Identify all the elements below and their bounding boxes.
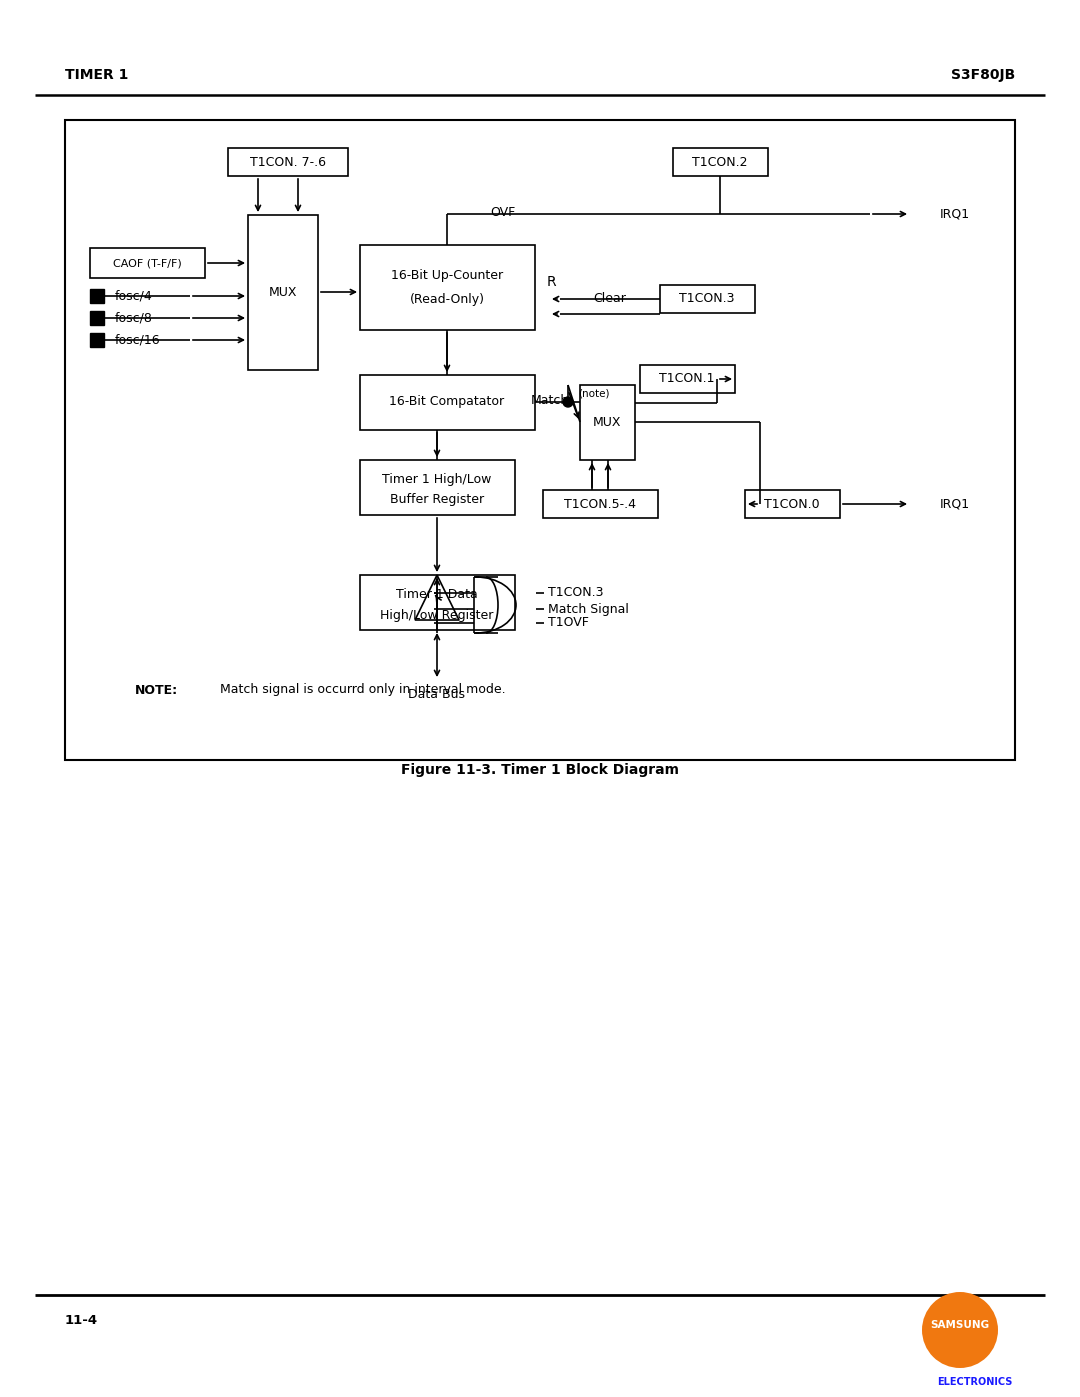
Text: Timer 1 High/Low: Timer 1 High/Low (382, 474, 491, 486)
Text: T1CON.0: T1CON.0 (765, 497, 820, 510)
Text: Data Bus: Data Bus (408, 687, 465, 700)
Bar (360, 576, 515, 630)
Text: Timer 1 Data: Timer 1 Data (396, 588, 477, 602)
Text: T1CON.3: T1CON.3 (548, 587, 604, 599)
Text: ELECTRONICS: ELECTRONICS (937, 1377, 1013, 1387)
Bar (90, 312, 104, 326)
Text: Match Signal: Match Signal (548, 602, 629, 616)
Text: 16-Bit Compatator: 16-Bit Compatator (390, 395, 504, 408)
Bar (660, 285, 755, 313)
Text: T1OVF: T1OVF (548, 616, 589, 630)
Text: fosc/16: fosc/16 (114, 334, 161, 346)
Text: (note): (note) (578, 388, 610, 400)
Text: Match: Match (531, 394, 569, 407)
Bar (580, 386, 635, 460)
Circle shape (563, 397, 573, 407)
Text: OVF: OVF (490, 205, 515, 218)
Text: T1CON.3: T1CON.3 (679, 292, 734, 306)
Bar (90, 332, 104, 346)
Bar (248, 215, 318, 370)
Text: S3F80JB: S3F80JB (950, 68, 1015, 82)
Text: Clear: Clear (594, 292, 626, 306)
Circle shape (922, 1292, 998, 1368)
Bar (90, 289, 104, 303)
Text: T1CON. 7-.6: T1CON. 7-.6 (249, 155, 326, 169)
Text: Figure 11-3. Timer 1 Block Diagram: Figure 11-3. Timer 1 Block Diagram (401, 763, 679, 777)
Text: MUX: MUX (593, 415, 621, 429)
Text: MUX: MUX (269, 285, 297, 299)
Bar (360, 244, 535, 330)
Bar (65, 120, 1015, 760)
Text: IRQ1: IRQ1 (940, 208, 970, 221)
Bar (228, 148, 348, 176)
Text: T1CON.2: T1CON.2 (692, 155, 747, 169)
Bar (90, 249, 205, 278)
Text: CAOF (T-F/F): CAOF (T-F/F) (112, 258, 181, 268)
Text: 11-4: 11-4 (65, 1313, 98, 1327)
Bar (360, 460, 515, 515)
Bar (360, 374, 535, 430)
Text: T1CON.5-.4: T1CON.5-.4 (564, 497, 636, 510)
Text: IRQ1: IRQ1 (940, 497, 970, 510)
Bar (543, 490, 658, 518)
Text: fosc/4: fosc/4 (114, 289, 152, 303)
Text: R: R (546, 275, 556, 289)
Text: NOTE:: NOTE: (135, 683, 178, 697)
Text: (Read-Only): (Read-Only) (409, 293, 485, 306)
Text: SAMSUNG: SAMSUNG (931, 1320, 989, 1330)
Text: Buffer Register: Buffer Register (390, 493, 484, 507)
Bar (745, 490, 840, 518)
Text: TIMER 1: TIMER 1 (65, 68, 129, 82)
Text: fosc/8: fosc/8 (114, 312, 153, 324)
Text: High/Low Register: High/Low Register (380, 609, 494, 622)
Text: Match signal is occurrd only in interval mode.: Match signal is occurrd only in interval… (220, 683, 505, 697)
Text: 16-Bit Up-Counter: 16-Bit Up-Counter (391, 268, 503, 282)
Text: T1CON.1: T1CON.1 (659, 373, 715, 386)
Bar (640, 365, 735, 393)
Bar (673, 148, 768, 176)
